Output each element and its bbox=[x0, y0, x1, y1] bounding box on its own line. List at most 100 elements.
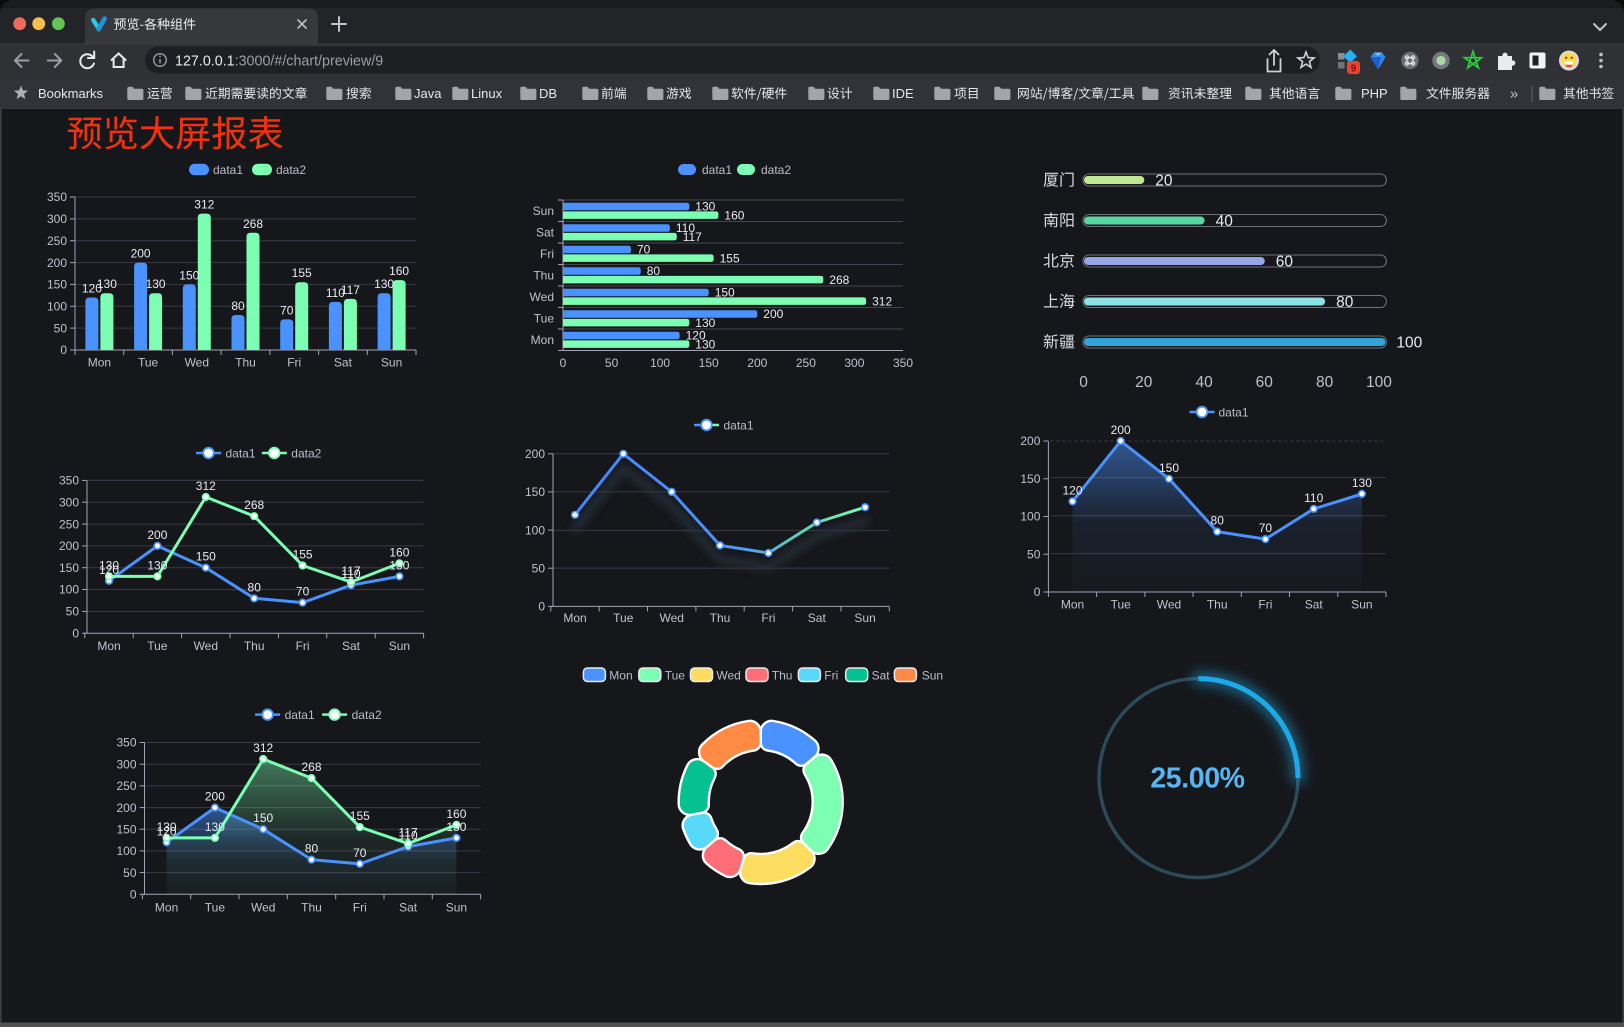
svg-text:250: 250 bbox=[796, 356, 816, 370]
svg-text:150: 150 bbox=[715, 286, 735, 300]
svg-text:Sun: Sun bbox=[389, 639, 410, 653]
svg-text:0: 0 bbox=[60, 343, 67, 357]
svg-text:Fri: Fri bbox=[296, 639, 310, 653]
svg-text:70: 70 bbox=[280, 303, 294, 317]
svg-text:9: 9 bbox=[1351, 64, 1357, 75]
svg-text:200: 200 bbox=[59, 539, 79, 553]
svg-text:350: 350 bbox=[116, 736, 136, 750]
svg-text:200: 200 bbox=[205, 790, 225, 804]
svg-text:Sun: Sun bbox=[1351, 598, 1372, 612]
svg-text:100: 100 bbox=[59, 583, 79, 597]
svg-text:250: 250 bbox=[59, 517, 79, 531]
svg-text:0: 0 bbox=[1034, 585, 1041, 599]
svg-text:312: 312 bbox=[253, 741, 273, 755]
svg-text:312: 312 bbox=[872, 294, 892, 308]
svg-text:Thu: Thu bbox=[235, 356, 256, 370]
svg-text:268: 268 bbox=[301, 760, 321, 774]
svg-text:110: 110 bbox=[1304, 491, 1323, 505]
svg-text:70: 70 bbox=[353, 846, 367, 860]
svg-text:data2: data2 bbox=[761, 163, 791, 177]
svg-text:130: 130 bbox=[157, 820, 177, 834]
svg-text:350: 350 bbox=[47, 190, 67, 204]
svg-text:data2: data2 bbox=[291, 446, 321, 460]
svg-text:150: 150 bbox=[196, 550, 216, 564]
svg-text:Sun: Sun bbox=[854, 611, 875, 625]
svg-text:150: 150 bbox=[1159, 461, 1179, 475]
svg-text:80: 80 bbox=[231, 299, 245, 313]
svg-text:50: 50 bbox=[54, 321, 68, 335]
svg-text:Tue: Tue bbox=[1111, 598, 1132, 612]
svg-text:200: 200 bbox=[747, 356, 767, 370]
svg-text:40: 40 bbox=[1216, 213, 1234, 230]
svg-text:Tue: Tue bbox=[665, 668, 686, 682]
svg-text:130: 130 bbox=[147, 558, 167, 572]
svg-text:Wed: Wed bbox=[530, 290, 554, 304]
svg-text:100: 100 bbox=[116, 844, 136, 858]
svg-text:data2: data2 bbox=[276, 163, 306, 177]
svg-text:Wed: Wed bbox=[659, 611, 683, 625]
svg-text:Fri: Fri bbox=[287, 356, 301, 370]
svg-text:117: 117 bbox=[341, 283, 360, 297]
svg-text:130: 130 bbox=[695, 316, 715, 330]
svg-text:110: 110 bbox=[341, 567, 360, 581]
svg-text:0: 0 bbox=[1079, 374, 1088, 391]
svg-text:Sun: Sun bbox=[446, 901, 467, 915]
svg-text:Tue: Tue bbox=[613, 611, 634, 625]
svg-text:Thu: Thu bbox=[1207, 598, 1228, 612]
svg-text:Sat: Sat bbox=[399, 901, 418, 915]
svg-text:Thu: Thu bbox=[301, 901, 322, 915]
svg-text:250: 250 bbox=[47, 234, 67, 248]
svg-text:Mon: Mon bbox=[97, 639, 120, 653]
svg-text:150: 150 bbox=[253, 811, 273, 825]
svg-text:312: 312 bbox=[196, 479, 216, 493]
svg-text:100: 100 bbox=[47, 300, 67, 314]
svg-text:Sat: Sat bbox=[342, 639, 361, 653]
svg-text:120: 120 bbox=[99, 563, 119, 577]
svg-text:120: 120 bbox=[686, 329, 706, 343]
svg-text:150: 150 bbox=[525, 485, 545, 499]
svg-text:80: 80 bbox=[1316, 374, 1334, 391]
svg-text:data1: data1 bbox=[285, 708, 315, 722]
svg-text:Fri: Fri bbox=[1258, 598, 1272, 612]
svg-text:120: 120 bbox=[1062, 483, 1082, 497]
svg-text:20: 20 bbox=[1155, 172, 1173, 189]
svg-text:Tue: Tue bbox=[138, 356, 159, 370]
svg-text:Mon: Mon bbox=[1061, 598, 1084, 612]
svg-text:Tue: Tue bbox=[205, 901, 226, 915]
svg-text:50: 50 bbox=[66, 605, 80, 619]
svg-text:40: 40 bbox=[1195, 374, 1213, 391]
svg-text:Sat: Sat bbox=[536, 225, 555, 239]
svg-text:130: 130 bbox=[695, 200, 715, 214]
svg-text:300: 300 bbox=[47, 212, 67, 226]
svg-text:Mon: Mon bbox=[531, 333, 554, 347]
svg-text:268: 268 bbox=[244, 498, 264, 512]
svg-text:300: 300 bbox=[116, 757, 136, 771]
svg-text:Sun: Sun bbox=[922, 668, 943, 682]
svg-text:Sat: Sat bbox=[872, 668, 891, 682]
svg-text:200: 200 bbox=[525, 447, 545, 461]
svg-text:150: 150 bbox=[116, 822, 136, 836]
svg-text:117: 117 bbox=[683, 230, 702, 244]
svg-text:60: 60 bbox=[1256, 374, 1274, 391]
svg-text:50: 50 bbox=[605, 356, 619, 370]
svg-text:Wed: Wed bbox=[251, 901, 275, 915]
svg-text:160: 160 bbox=[446, 807, 466, 821]
svg-text:»: » bbox=[1510, 86, 1518, 103]
svg-text:Sat: Sat bbox=[808, 611, 827, 625]
svg-text:117: 117 bbox=[341, 564, 360, 578]
svg-text:Wed: Wed bbox=[716, 668, 740, 682]
svg-text:Mon: Mon bbox=[88, 356, 111, 370]
svg-text:130: 130 bbox=[374, 277, 394, 291]
svg-text:130: 130 bbox=[205, 820, 225, 834]
svg-text:Thu: Thu bbox=[710, 611, 731, 625]
svg-text:Sun: Sun bbox=[533, 204, 554, 218]
svg-text:150: 150 bbox=[47, 278, 67, 292]
svg-text:127.0.0.1:3000/#/chart/preview: 127.0.0.1:3000/#/chart/preview/9 bbox=[175, 53, 383, 69]
svg-text:200: 200 bbox=[47, 256, 67, 270]
svg-text:0: 0 bbox=[538, 600, 545, 614]
svg-text:Wed: Wed bbox=[1157, 598, 1181, 612]
svg-text:200: 200 bbox=[131, 247, 151, 261]
svg-text:70: 70 bbox=[296, 585, 310, 599]
svg-text:50: 50 bbox=[123, 866, 137, 880]
svg-text:Sat: Sat bbox=[334, 356, 353, 370]
